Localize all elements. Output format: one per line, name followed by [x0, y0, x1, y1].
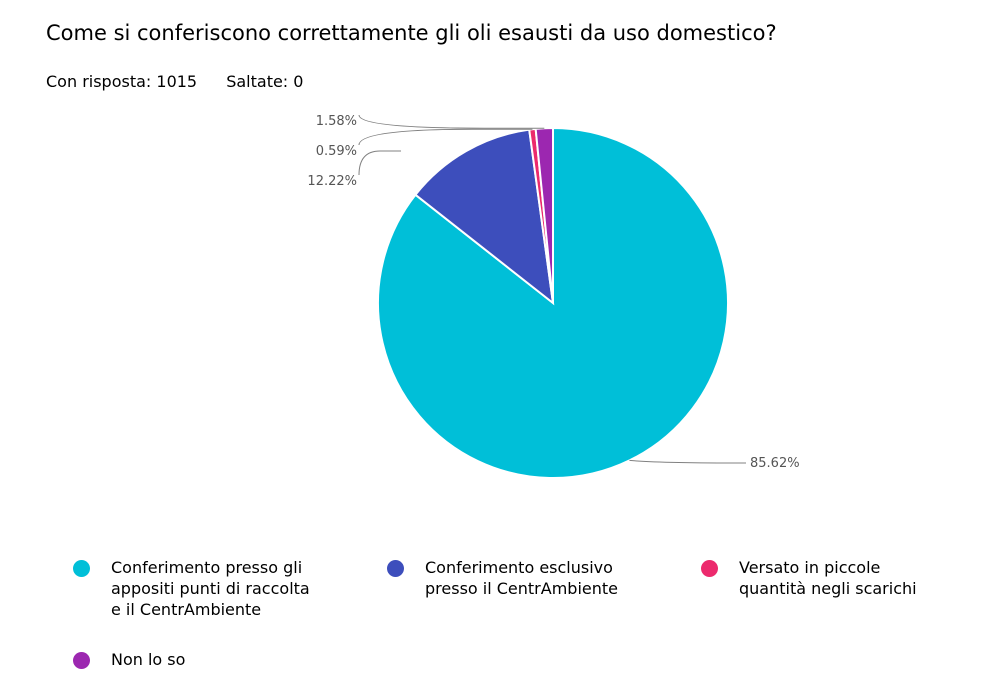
data-label-3: 0.59% [316, 144, 357, 159]
data-label-1: 85.62% [750, 456, 800, 471]
data-label-2: 12.22% [307, 174, 357, 189]
leader-line-2 [358, 150, 402, 176]
legend-item-3: Versato in piccole quantità negli scaric… [701, 557, 917, 599]
legend-dot-icon [73, 560, 90, 577]
pie-slice-2 [414, 128, 555, 306]
legend-dot-icon [387, 560, 404, 577]
pie-chart: 85.62% 12.22% 0.59% 1.58% [307, 114, 800, 479]
legend-item-2: Conferimento esclusivo presso il CentrAm… [387, 557, 618, 599]
legend-label: Conferimento esclusivo presso il CentrAm… [425, 558, 618, 598]
legend-label: Non lo so [111, 650, 186, 669]
leader-line-4 [358, 114, 545, 129]
legend-dot-icon [73, 652, 90, 669]
answered-count: Con risposta: 1015 [46, 72, 198, 91]
legend-item-4: Non lo so [73, 649, 185, 670]
response-stats: Con risposta: 1015 Saltate: 0 [46, 71, 303, 93]
data-label-4: 1.58% [316, 114, 357, 129]
legend-dot-icon [701, 560, 718, 577]
legend-item-1: Conferimento presso gli appositi punti d… [73, 557, 310, 620]
skipped-count: Saltate: 0 [226, 72, 304, 91]
leader-line-3 [358, 128, 533, 146]
chart-title: Come si conferiscono correttamente gli o… [46, 21, 777, 45]
leader-line-1 [629, 459, 747, 464]
legend-label: Conferimento presso gli appositi punti d… [111, 558, 310, 619]
legend-label: Versato in piccole quantità negli scaric… [739, 558, 917, 598]
